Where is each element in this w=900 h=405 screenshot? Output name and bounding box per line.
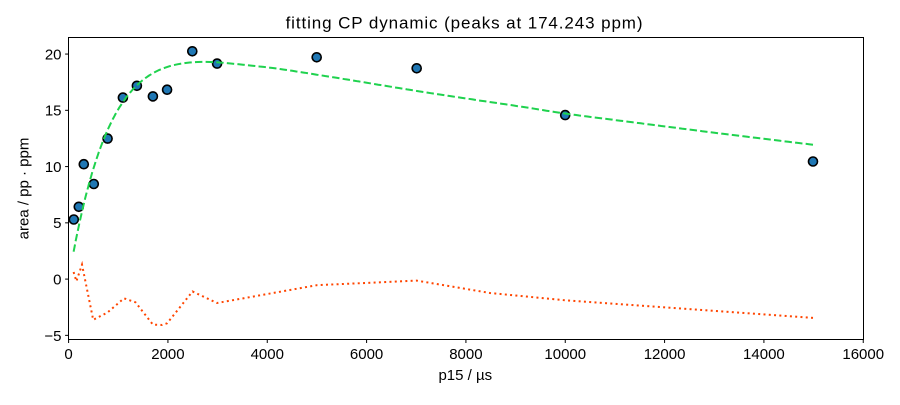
- svg-text:20: 20: [45, 46, 62, 63]
- svg-text:15: 15: [45, 103, 62, 120]
- svg-text:p15 / µs: p15 / µs: [438, 367, 492, 384]
- svg-text:6000: 6000: [350, 346, 383, 363]
- svg-text:area / pp · ppm: area / pp · ppm: [15, 138, 32, 240]
- svg-text:4000: 4000: [251, 346, 284, 363]
- svg-text:8000: 8000: [449, 346, 482, 363]
- svg-text:10: 10: [45, 159, 62, 176]
- svg-text:fitting CP dynamic (peaks at 1: fitting CP dynamic (peaks at 174.243 ppm…: [286, 13, 644, 32]
- svg-text:2000: 2000: [151, 346, 184, 363]
- svg-text:10000: 10000: [544, 346, 586, 363]
- svg-text:0: 0: [64, 346, 72, 363]
- svg-text:5: 5: [53, 215, 61, 232]
- svg-text:16000: 16000: [842, 346, 884, 363]
- svg-text:−5: −5: [44, 328, 61, 345]
- svg-text:0: 0: [53, 272, 61, 289]
- svg-text:12000: 12000: [644, 346, 686, 363]
- svg-text:14000: 14000: [743, 346, 785, 363]
